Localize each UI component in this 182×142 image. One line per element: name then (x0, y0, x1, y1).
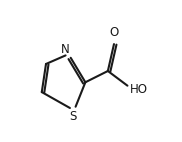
Text: O: O (110, 26, 119, 39)
Text: N: N (61, 43, 69, 56)
Text: HO: HO (130, 83, 148, 96)
Text: S: S (70, 110, 77, 123)
